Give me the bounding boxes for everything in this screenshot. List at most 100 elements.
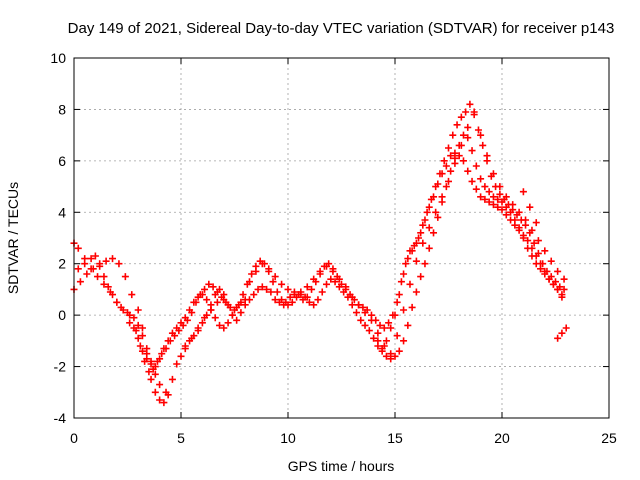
data-point xyxy=(498,206,506,214)
data-point xyxy=(151,363,159,371)
data-point xyxy=(134,321,142,329)
data-point xyxy=(267,288,275,296)
data-point xyxy=(445,177,452,185)
data-point xyxy=(380,342,388,350)
data-point xyxy=(526,203,534,211)
data-point xyxy=(104,283,112,291)
data-point xyxy=(374,337,382,345)
data-point xyxy=(485,198,493,206)
data-point xyxy=(181,314,189,322)
data-point xyxy=(434,180,442,188)
data-point xyxy=(160,399,168,407)
data-point xyxy=(455,152,463,160)
data-point xyxy=(554,334,562,342)
data-point xyxy=(489,170,497,178)
data-point xyxy=(464,167,472,175)
x-tick-label: 15 xyxy=(387,430,403,446)
y-tick-label: 6 xyxy=(58,153,66,169)
data-point xyxy=(115,260,123,268)
data-point xyxy=(271,296,279,304)
data-point xyxy=(507,208,515,216)
data-point xyxy=(273,288,281,296)
data-point xyxy=(447,152,455,160)
data-point xyxy=(173,324,181,332)
data-point xyxy=(380,324,388,332)
data-point xyxy=(216,285,224,293)
data-point xyxy=(423,208,431,216)
y-tick-label: 4 xyxy=(58,204,66,220)
data-point xyxy=(263,285,271,293)
data-point xyxy=(201,314,209,322)
data-point xyxy=(502,203,510,211)
data-point xyxy=(457,113,465,121)
data-point xyxy=(241,296,249,304)
y-tick-label: 0 xyxy=(58,307,66,323)
data-point xyxy=(483,152,491,160)
data-point xyxy=(100,273,108,281)
data-point xyxy=(558,293,566,301)
y-axis-ticks: -4 -2 0 2 4 6 8 10 xyxy=(50,50,609,426)
plot-border xyxy=(73,57,610,419)
data-point xyxy=(224,319,232,327)
x-tick-label: 5 xyxy=(177,430,185,446)
data-point xyxy=(81,260,89,268)
data-point xyxy=(224,301,232,309)
data-point xyxy=(138,332,146,340)
data-point xyxy=(138,324,146,332)
data-point xyxy=(96,262,104,270)
data-point xyxy=(453,121,461,129)
data-point xyxy=(124,309,131,317)
data-point xyxy=(359,303,367,311)
data-point xyxy=(269,278,277,286)
data-point xyxy=(318,288,326,296)
data-point xyxy=(477,193,485,201)
data-point xyxy=(258,260,266,268)
data-point xyxy=(425,224,433,232)
data-point xyxy=(468,177,476,185)
data-point xyxy=(327,275,335,283)
data-point xyxy=(228,311,236,319)
data-point xyxy=(151,370,159,378)
data-point xyxy=(156,396,164,404)
data-point xyxy=(252,267,260,275)
data-point xyxy=(233,316,241,324)
data-point xyxy=(434,213,442,221)
x-axis-ticks: 0 5 10 15 20 25 xyxy=(70,58,617,446)
data-point xyxy=(408,247,416,255)
data-point xyxy=(438,170,446,178)
data-point xyxy=(194,293,202,301)
data-point xyxy=(323,280,331,288)
data-point xyxy=(560,275,568,283)
data-point xyxy=(459,157,467,165)
data-point xyxy=(186,306,194,314)
data-point xyxy=(374,329,382,337)
data-point xyxy=(194,324,202,332)
data-point xyxy=(532,260,540,268)
x-tick-label: 25 xyxy=(601,430,617,446)
data-point xyxy=(201,285,209,293)
data-point xyxy=(209,283,217,291)
data-point xyxy=(545,275,553,283)
data-point xyxy=(502,193,510,201)
data-point xyxy=(442,162,450,170)
data-point xyxy=(76,278,84,286)
data-point xyxy=(541,270,549,278)
data-point xyxy=(412,239,420,247)
data-point xyxy=(370,334,378,342)
data-point xyxy=(365,327,373,335)
data-point xyxy=(406,280,414,288)
data-point xyxy=(519,188,527,196)
data-point xyxy=(284,285,292,293)
data-point xyxy=(361,309,369,317)
data-point xyxy=(89,265,97,273)
data-point xyxy=(74,244,82,252)
data-point xyxy=(387,324,395,332)
data-point xyxy=(190,298,198,306)
data-point xyxy=(400,270,408,278)
data-point xyxy=(447,167,455,175)
x-tick-label: 20 xyxy=(494,430,510,446)
data-point xyxy=(181,342,189,350)
data-point xyxy=(524,237,532,245)
data-point xyxy=(303,283,311,291)
